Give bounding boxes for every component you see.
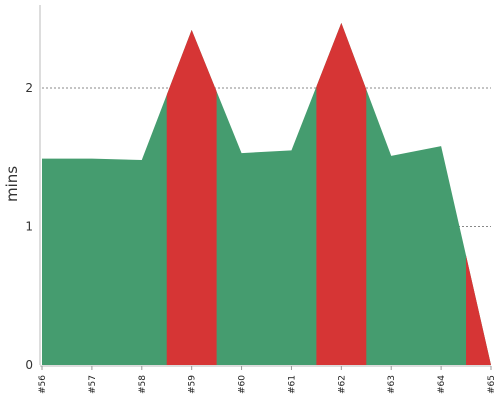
highlight-band-3 xyxy=(466,22,491,365)
y-tick-label-2: 2 xyxy=(25,81,33,95)
x-tick-label-56: #56 xyxy=(38,375,48,394)
area-layer xyxy=(42,22,491,366)
x-tick-label-64: #64 xyxy=(437,375,447,394)
highlight-band-2 xyxy=(316,22,367,365)
y-axis-title: mins xyxy=(3,166,21,202)
x-tick-label-62: #62 xyxy=(337,375,347,394)
x-tick-label-65: #65 xyxy=(487,375,497,394)
x-tick-label-59: #59 xyxy=(188,375,198,394)
area-series xyxy=(42,22,491,366)
x-tick-label-61: #61 xyxy=(287,375,297,394)
highlight-band-1 xyxy=(166,22,217,365)
axis-layer: 0 1 2 #56 #57 #58 #59 #60 #61 #62 #63 #64 #65 xyxy=(25,5,497,394)
y-tick-label-0: 0 xyxy=(25,358,33,372)
x-tick-label-60: #60 xyxy=(238,375,248,394)
x-tick-label-58: #58 xyxy=(138,375,148,394)
x-tick-label-63: #63 xyxy=(387,375,397,394)
y-tick-label-1: 1 xyxy=(25,220,33,234)
x-tick-label-57: #57 xyxy=(88,375,98,394)
